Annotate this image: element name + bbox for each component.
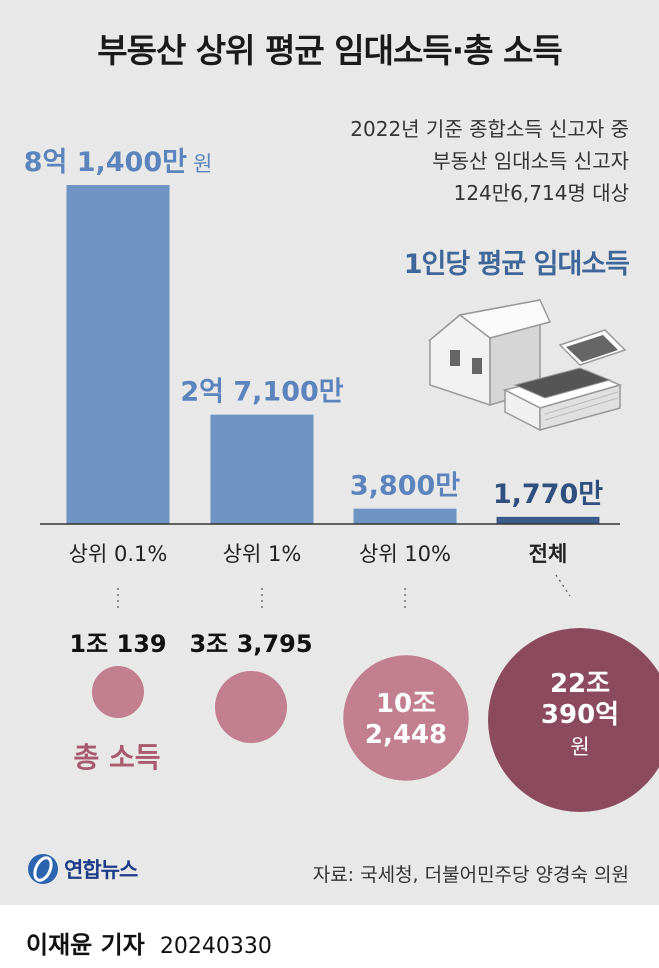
date: 20240330 <box>159 934 272 959</box>
bubble-1 <box>214 670 288 744</box>
yonhap-logo-icon <box>28 854 58 884</box>
yonhap-logo: 연합뉴스 <box>26 852 138 886</box>
category-label-2: 상위 10% <box>359 542 451 566</box>
bubble-label-3-0: 22조 <box>550 669 610 699</box>
bar-2 <box>353 508 457 524</box>
subtitle-line-2: 부동산 임대소득 신고자 <box>432 149 629 173</box>
total-income-label: 총 소득 <box>73 741 160 774</box>
bar-1 <box>210 414 314 524</box>
bubble-2 <box>343 655 469 781</box>
bubble-label-3-2: 원 <box>570 735 589 759</box>
subtitle-line-1: 2022년 기준 종합소득 신고자 중 <box>350 117 629 141</box>
bubble-label-3-1: 390억 <box>541 700 619 730</box>
yonhap-logo-text: 연합뉴스 <box>64 858 138 882</box>
bar-value-label-1: 2억 7,100만 <box>180 377 343 408</box>
bubble-3 <box>488 628 659 812</box>
byline: 이재윤 기자 <box>26 931 145 959</box>
bar-value-label-3: 1,770만 <box>493 479 603 510</box>
bar-3 <box>496 516 600 524</box>
connector-3 <box>555 574 571 597</box>
category-label-3: 전체 <box>529 542 568 566</box>
house-money-icon <box>427 299 627 432</box>
category-label-1: 상위 1% <box>223 542 302 566</box>
bubble-label-1: 3조 3,795 <box>189 630 312 658</box>
source-note: 자료: 국세청, 더불어민주당 양경숙 의원 <box>312 864 629 886</box>
chart-heading: 1인당 평균 임대소득 <box>403 249 630 280</box>
bar-value-unit: 원 <box>193 152 212 176</box>
page-title: 부동산 상위 평균 임대소득·총 소득 <box>97 31 563 70</box>
bubble-label-0: 1조 139 <box>69 630 166 658</box>
bubble-label-2-1: 2,448 <box>365 720 447 750</box>
bar-value-label-2: 3,800만 <box>350 471 460 502</box>
footer: 이재윤 기자 20240330 <box>26 925 272 960</box>
bar-0 <box>66 185 170 524</box>
bubble-0 <box>92 666 144 718</box>
bar-value-label-0: 8억 1,400만 원 <box>24 147 213 178</box>
category-label-0: 상위 0.1% <box>69 542 168 566</box>
subtitle-line-3: 124만6,714명 대상 <box>453 181 629 205</box>
bubble-label-2-0: 10조 <box>376 689 436 719</box>
